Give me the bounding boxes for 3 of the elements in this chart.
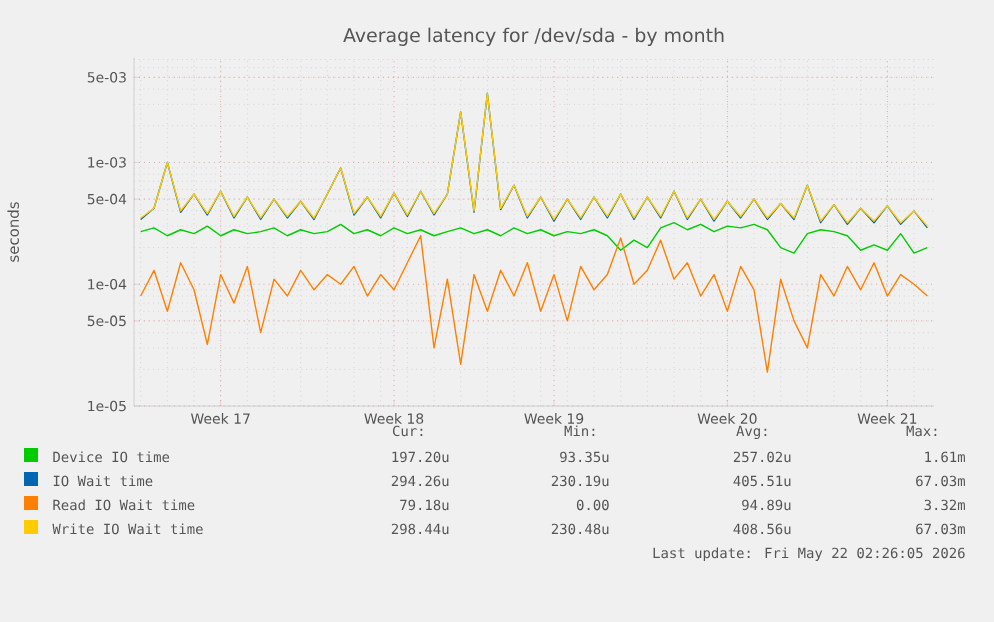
line-series xyxy=(139,235,929,373)
chart-title: Average latency for /dev/sda - by month xyxy=(343,27,724,46)
line-series xyxy=(139,222,929,254)
